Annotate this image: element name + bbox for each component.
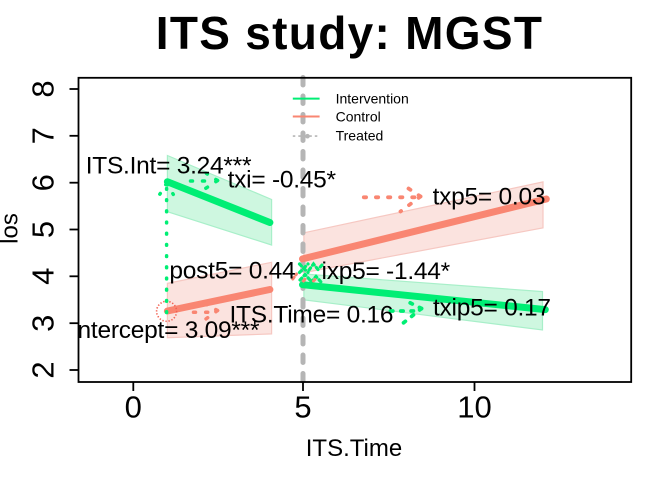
- svg-text:txip5= 0.17: txip5= 0.17: [433, 295, 551, 322]
- svg-text:7: 7: [26, 127, 61, 144]
- svg-text:ITS.Time: ITS.Time: [306, 435, 402, 462]
- svg-text:ixp5= -1.44*: ixp5= -1.44*: [322, 258, 451, 285]
- svg-text:ITS.Time= 0.16: ITS.Time= 0.16: [230, 302, 394, 329]
- svg-text:8: 8: [26, 80, 61, 97]
- svg-text:3: 3: [26, 315, 61, 332]
- svg-text:post5= 0.44: post5= 0.44: [169, 257, 295, 284]
- svg-text:ITS study: MGST: ITS study: MGST: [156, 7, 544, 59]
- svg-text:Treated: Treated: [336, 128, 384, 144]
- svg-text:10: 10: [457, 389, 491, 424]
- svg-text:5: 5: [294, 389, 311, 424]
- svg-text:2: 2: [26, 361, 61, 378]
- svg-text:Intercept= 3.09***: Intercept= 3.09***: [71, 317, 260, 344]
- svg-text:0: 0: [125, 389, 142, 424]
- svg-text:los: los: [0, 213, 24, 244]
- svg-text:Control: Control: [336, 108, 381, 124]
- svg-text:txp5= 0.03: txp5= 0.03: [433, 184, 546, 211]
- svg-text:Intervention: Intervention: [336, 91, 409, 107]
- svg-text:6: 6: [26, 174, 61, 191]
- svg-text:txi= -0.45*: txi= -0.45*: [228, 167, 337, 194]
- svg-text:5: 5: [26, 221, 61, 238]
- svg-text:ITS.Int= 3.24***: ITS.Int= 3.24***: [86, 153, 252, 180]
- svg-text:4: 4: [26, 268, 61, 285]
